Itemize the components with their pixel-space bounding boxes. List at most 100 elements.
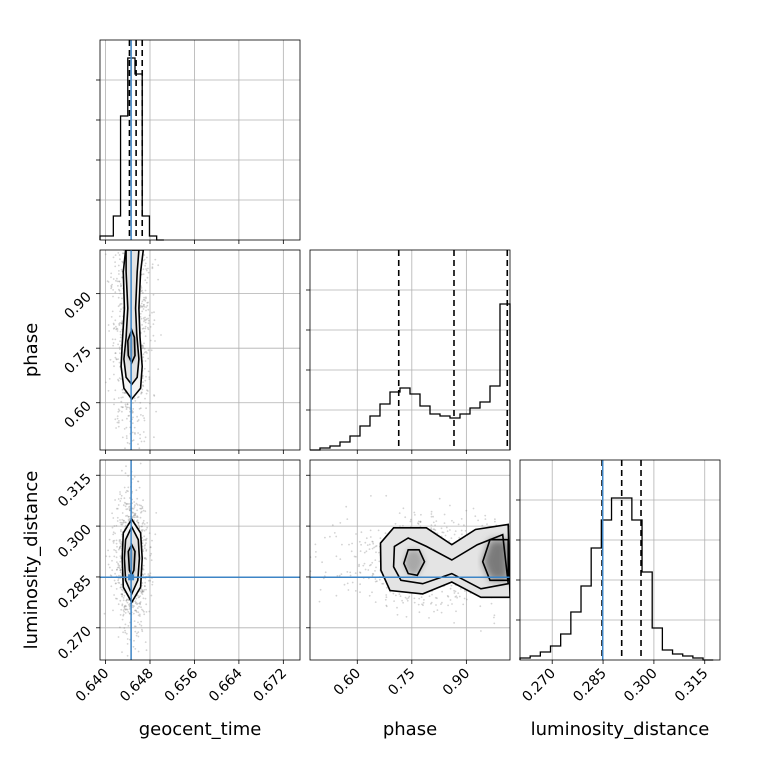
sample-point bbox=[146, 526, 149, 529]
sample-point bbox=[430, 602, 432, 605]
sample-point bbox=[550, 541, 552, 543]
sample-point bbox=[421, 603, 423, 606]
sample-point bbox=[114, 254, 117, 256]
sample-point bbox=[127, 475, 129, 477]
sample-point bbox=[524, 550, 526, 552]
sample-point bbox=[145, 350, 147, 353]
sample-point bbox=[410, 518, 412, 521]
sample-point bbox=[545, 568, 547, 570]
sample-point bbox=[134, 214, 136, 216]
sample-point bbox=[141, 628, 143, 631]
sample-point bbox=[134, 609, 137, 612]
sample-point bbox=[141, 590, 144, 593]
sample-point bbox=[120, 322, 123, 324]
sample-point bbox=[303, 598, 305, 600]
sample-point bbox=[374, 578, 377, 580]
sample-point bbox=[124, 235, 126, 237]
sample-point bbox=[144, 581, 147, 584]
sample-point bbox=[134, 513, 137, 516]
sample-point bbox=[457, 592, 460, 595]
sample-point bbox=[116, 566, 119, 569]
sample-point bbox=[430, 510, 433, 513]
sample-point bbox=[139, 433, 142, 436]
sample-point bbox=[117, 264, 120, 267]
sample-point bbox=[152, 293, 155, 296]
sample-point bbox=[117, 343, 119, 346]
sample-point bbox=[143, 535, 146, 538]
sample-point bbox=[134, 600, 137, 603]
sample-point bbox=[140, 525, 143, 528]
sample-point bbox=[133, 198, 135, 200]
sample-point bbox=[140, 392, 143, 395]
sample-point bbox=[399, 595, 402, 598]
sample-point bbox=[135, 597, 138, 600]
sample-point bbox=[443, 513, 446, 516]
sample-point bbox=[127, 518, 130, 521]
sample-point bbox=[138, 223, 140, 225]
sample-point bbox=[450, 537, 453, 540]
sample-point bbox=[138, 407, 141, 410]
sample-point bbox=[142, 499, 145, 502]
sample-point bbox=[144, 289, 147, 292]
sample-point bbox=[151, 583, 154, 586]
sample-point bbox=[121, 406, 124, 409]
sample-point bbox=[136, 509, 139, 512]
sample-point bbox=[121, 593, 123, 596]
sample-point bbox=[116, 561, 118, 563]
sample-point bbox=[139, 462, 142, 465]
sample-point bbox=[143, 296, 146, 299]
sample-point bbox=[433, 610, 435, 613]
sample-point bbox=[145, 375, 147, 378]
sample-point bbox=[138, 447, 141, 450]
sample-point bbox=[112, 322, 115, 325]
ytick-label-phase: 0.75 bbox=[61, 344, 94, 377]
sample-point bbox=[127, 515, 130, 518]
sample-point bbox=[117, 498, 120, 500]
sample-point bbox=[112, 327, 115, 330]
sample-point bbox=[131, 422, 134, 425]
sample-point bbox=[511, 550, 513, 552]
sample-point bbox=[141, 305, 144, 308]
sample-point bbox=[453, 622, 455, 624]
sample-point bbox=[141, 507, 144, 510]
sample-point bbox=[144, 325, 147, 328]
sample-point bbox=[532, 598, 534, 600]
sample-point bbox=[531, 530, 533, 532]
sample-point bbox=[110, 286, 113, 288]
panel-frame bbox=[99, 249, 301, 451]
sample-point bbox=[140, 391, 143, 394]
sample-point bbox=[123, 606, 126, 609]
sample-point bbox=[523, 558, 525, 560]
sample-point bbox=[153, 394, 155, 396]
sample-point bbox=[145, 558, 148, 561]
sample-point bbox=[142, 304, 145, 306]
sample-point bbox=[314, 556, 317, 558]
sample-point bbox=[371, 591, 373, 594]
sample-point bbox=[111, 338, 114, 341]
sample-point bbox=[145, 392, 148, 395]
sample-point bbox=[529, 542, 531, 544]
sample-point bbox=[371, 547, 374, 550]
sample-point bbox=[107, 281, 110, 283]
sample-point bbox=[359, 583, 361, 586]
sample-point bbox=[321, 561, 323, 564]
sample-point bbox=[513, 585, 515, 587]
sample-point bbox=[119, 258, 121, 261]
sample-point bbox=[110, 276, 112, 279]
sample-point bbox=[480, 630, 482, 632]
sample-point bbox=[137, 650, 140, 653]
sample-point bbox=[119, 557, 122, 559]
sample-point bbox=[133, 514, 136, 517]
sample-point bbox=[126, 514, 129, 517]
grid bbox=[520, 460, 720, 660]
sample-point bbox=[118, 304, 121, 306]
sample-point bbox=[146, 276, 149, 279]
sample-point bbox=[128, 606, 131, 608]
sample-point bbox=[107, 389, 110, 392]
sample-point bbox=[145, 231, 147, 233]
sample-point bbox=[141, 590, 144, 593]
sample-point bbox=[138, 173, 140, 175]
sample-point bbox=[150, 349, 153, 352]
sample-point bbox=[147, 308, 150, 311]
